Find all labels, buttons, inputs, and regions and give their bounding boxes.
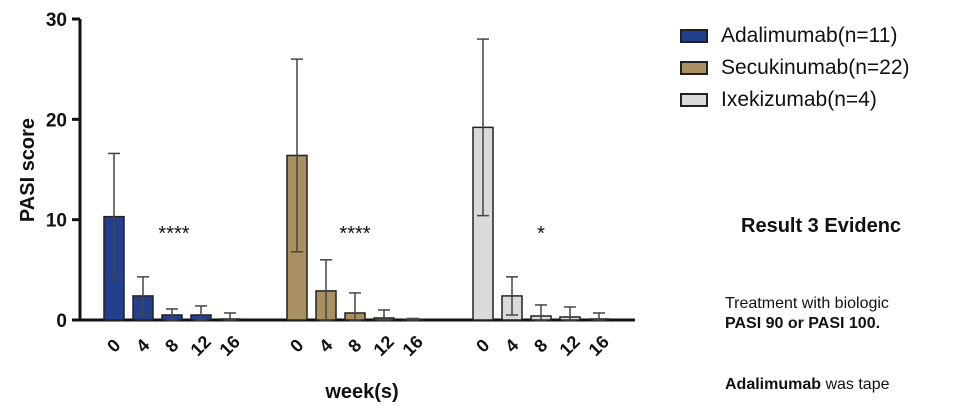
result-paragraph-line1: Treatment with biologic [725, 295, 889, 312]
x-tick-label: 4 [315, 335, 336, 356]
x-tick-label: 4 [501, 335, 522, 356]
x-tick-label: 12 [370, 332, 398, 360]
x-tick-label: 12 [187, 332, 215, 360]
y-tick-label: 30 [46, 10, 67, 31]
adalimumab-paragraph: Adalimumab was tape [725, 375, 890, 395]
y-axis-label: PASI score [17, 118, 39, 222]
legend-swatch-ixekizumab [680, 93, 708, 107]
legend-label-secukinumab: Secukinumab(n=22) [721, 56, 910, 79]
legend-swatch-secukinumab [680, 61, 708, 75]
y-tick-label: 0 [56, 311, 67, 332]
significance-label: **** [158, 223, 189, 245]
legend-item-ixekizumab: Ixekizumab(n=4) [680, 84, 910, 116]
x-tick-label: 0 [286, 335, 307, 356]
result-title: Result 3 Evidenc [741, 215, 902, 237]
x-tick-label: 16 [399, 332, 427, 360]
legend-swatch-adalimumab [680, 29, 708, 43]
result-paragraph: Treatment with biologic PASI 90 or PASI … [725, 294, 889, 334]
x-tick-label: 8 [344, 335, 365, 356]
x-tick-label: 8 [161, 335, 182, 356]
adalimumab-rest-text: was tape [821, 376, 890, 393]
chart-error-bars [108, 38, 605, 321]
legend-item-adalimumab: Adalimumab(n=11) [680, 20, 910, 52]
legend-label-ixekizumab: Ixekizumab(n=4) [721, 88, 877, 111]
legend-item-secukinumab: Secukinumab(n=22) [680, 52, 910, 84]
chart-significance-labels: **** **** * [158, 223, 545, 245]
x-tick-label: 16 [585, 332, 613, 360]
x-tick-label: 0 [103, 335, 124, 356]
x-tick-label: 4 [132, 335, 153, 356]
y-tick-label: 20 [46, 110, 67, 131]
chart-axes [72, 17, 635, 322]
x-tick-label: 16 [216, 332, 244, 360]
legend-label-adalimumab: Adalimumab(n=11) [721, 24, 898, 47]
result-paragraph-line2: PASI 90 or PASI 100. [725, 315, 881, 332]
adalimumab-bold-text: Adalimumab [725, 376, 822, 393]
x-axis-label: week(s) [324, 381, 398, 403]
significance-label: * [537, 223, 545, 245]
x-tick-label: 12 [556, 332, 584, 360]
chart-legend: Adalimumab(n=11) Secukinumab(n=22) Ixeki… [680, 20, 910, 116]
x-tick-label: 8 [530, 335, 551, 356]
significance-label: **** [339, 223, 370, 245]
y-tick-label: 10 [46, 211, 67, 232]
x-tick-label: 0 [472, 335, 493, 356]
